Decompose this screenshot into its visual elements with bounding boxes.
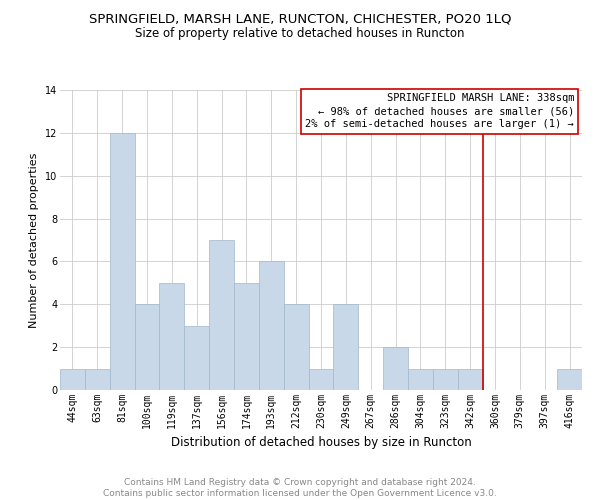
Bar [259,262,284,390]
Bar [433,368,458,390]
Text: Contains HM Land Registry data © Crown copyright and database right 2024.
Contai: Contains HM Land Registry data © Crown c… [103,478,497,498]
Bar [334,304,358,390]
Y-axis label: Number of detached properties: Number of detached properties [29,152,39,328]
Bar [160,283,184,390]
Bar [110,133,134,390]
Bar [284,304,308,390]
Bar [60,368,85,390]
Bar [209,240,234,390]
Bar [85,368,110,390]
Bar [308,368,334,390]
Bar [234,283,259,390]
Text: SPRINGFIELD MARSH LANE: 338sqm
← 98% of detached houses are smaller (56)
2% of s: SPRINGFIELD MARSH LANE: 338sqm ← 98% of … [305,93,574,130]
Bar [383,347,408,390]
Bar [408,368,433,390]
X-axis label: Distribution of detached houses by size in Runcton: Distribution of detached houses by size … [170,436,472,450]
Text: Size of property relative to detached houses in Runcton: Size of property relative to detached ho… [135,28,465,40]
Bar [557,368,582,390]
Bar [184,326,209,390]
Bar [458,368,482,390]
Text: SPRINGFIELD, MARSH LANE, RUNCTON, CHICHESTER, PO20 1LQ: SPRINGFIELD, MARSH LANE, RUNCTON, CHICHE… [89,12,511,26]
Bar [134,304,160,390]
